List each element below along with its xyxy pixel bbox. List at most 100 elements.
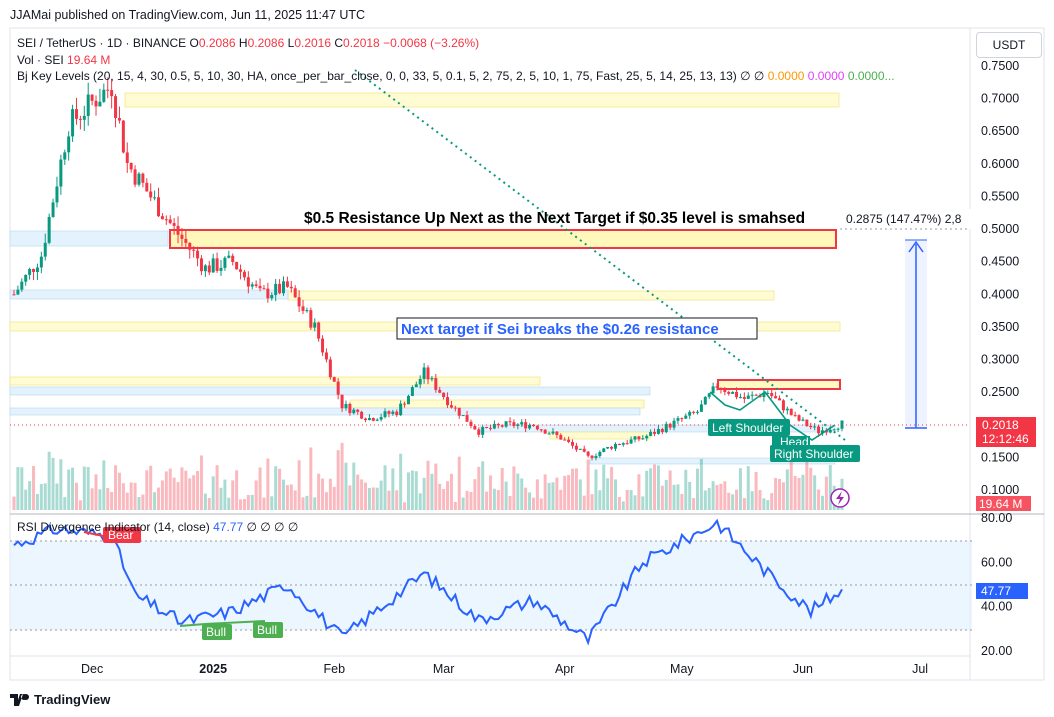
volume-legend[interactable]: Vol · SEI 19.64 M <box>17 53 110 67</box>
candle-body <box>223 257 227 268</box>
volume-bar <box>28 481 32 510</box>
head-tag[interactable] <box>772 436 810 446</box>
key-level-zone-023-blue <box>9 407 641 416</box>
volume-bar <box>348 485 352 510</box>
volume-bar <box>184 470 188 510</box>
candle-body <box>235 261 239 270</box>
volume-bar <box>246 494 250 510</box>
bj-key-levels-legend[interactable]: Bj Key Levels (20, 15, 4, 30, 0.5, 5, 10… <box>17 69 895 83</box>
candle-body <box>524 422 528 429</box>
resistance-annotation[interactable]: $0.5 Resistance Up Next as the Next Targ… <box>304 210 805 227</box>
candle-body <box>504 421 508 427</box>
tradingview-logo[interactable]: TradingView <box>10 692 110 707</box>
candle-body <box>71 109 75 137</box>
candle-body <box>438 389 442 393</box>
left-shoulder-tag[interactable] <box>708 419 790 436</box>
candle-body <box>446 397 450 406</box>
volume-value: 19.64 M <box>67 53 111 67</box>
candle-body <box>43 242 47 257</box>
candle-body <box>360 411 364 419</box>
candle-body <box>414 384 418 388</box>
symbol-name[interactable]: SEI / TetherUS · 1D · BINANCE <box>17 36 187 50</box>
volume-bar <box>35 494 39 510</box>
time-tick-label: Apr <box>555 662 574 676</box>
rsi-legend[interactable]: RSI Divergence Indicator (14, close) 47.… <box>17 520 298 534</box>
volume-bar <box>731 494 735 510</box>
volume-bar <box>457 456 461 510</box>
volume-bar <box>352 462 356 510</box>
volume-bar <box>410 470 414 510</box>
candle-body <box>492 423 496 429</box>
candle-body <box>98 101 102 107</box>
volume-bar <box>51 457 55 510</box>
volume-bar <box>332 486 336 510</box>
volume-bar <box>164 471 168 510</box>
candle-body <box>110 90 114 97</box>
candle-body <box>74 109 78 119</box>
time-axis[interactable]: Dec 2025 Feb Mar Apr May Jun Jul <box>81 662 928 676</box>
candle-body <box>789 408 793 416</box>
volume-bar <box>188 478 192 510</box>
volume-bar <box>695 468 699 510</box>
volume-bar <box>473 479 477 510</box>
candle-body <box>371 418 375 421</box>
candle-body <box>500 425 504 427</box>
candle-body <box>774 396 778 399</box>
candle-body <box>528 425 532 429</box>
measure-arrowhead <box>908 240 924 253</box>
volume-bar <box>102 460 106 510</box>
candle-body <box>668 423 672 428</box>
candle-body <box>731 391 735 394</box>
candle-body <box>12 294 16 296</box>
volume-bar <box>578 479 582 510</box>
candle-body <box>817 426 821 434</box>
candle-body <box>59 159 63 187</box>
candle-body <box>781 400 785 411</box>
resistance-box-026[interactable] <box>717 379 841 390</box>
rsi-axis[interactable]: 80.00 60.00 40.00 20.00 <box>981 511 1012 658</box>
candle-body <box>520 422 524 425</box>
candle-body <box>164 219 168 221</box>
candle-body <box>32 269 36 272</box>
volume-bar <box>715 485 719 510</box>
volume-bar <box>746 466 750 510</box>
rsi-tick-label: 20.00 <box>981 644 1012 658</box>
candle-body <box>199 258 203 272</box>
volume-bar <box>594 469 598 510</box>
bear-tag[interactable] <box>103 527 141 543</box>
volume-bar <box>438 483 442 510</box>
currency-button[interactable]: USDT <box>976 32 1042 58</box>
candle-body <box>606 446 610 449</box>
volume-bar <box>110 492 114 510</box>
candle-body <box>836 428 840 430</box>
resistance-box-050[interactable] <box>169 229 837 249</box>
volume-bar <box>813 475 817 510</box>
time-tick-label: Jul <box>912 662 928 676</box>
volume-bar <box>446 481 450 510</box>
candle-body <box>723 389 727 392</box>
bull-tag-2[interactable] <box>253 622 283 638</box>
volume-bar <box>543 474 547 510</box>
candle-body <box>785 408 789 411</box>
candle-body <box>348 403 352 414</box>
volume-bar <box>817 489 821 510</box>
descending-trendline[interactable] <box>354 69 846 441</box>
volume-bar <box>820 495 824 510</box>
symbol-legend[interactable]: SEI / TetherUS · 1D · BINANCE O0.2086 H0… <box>17 36 479 50</box>
right-shoulder-tag[interactable] <box>770 445 860 462</box>
candle-body <box>481 426 485 435</box>
next-target-box[interactable] <box>396 317 758 340</box>
volume-bar <box>606 478 610 510</box>
volume-bar <box>602 464 606 510</box>
head-shoulders-path[interactable] <box>709 390 836 441</box>
candle-body <box>55 186 59 203</box>
volume-bar <box>465 490 469 510</box>
candle-body <box>410 387 414 396</box>
volume-bar <box>551 482 555 510</box>
volume-bar <box>336 450 340 510</box>
candle-body <box>602 448 606 452</box>
bull-tag-1[interactable] <box>202 624 232 640</box>
volume-bar <box>453 501 457 510</box>
